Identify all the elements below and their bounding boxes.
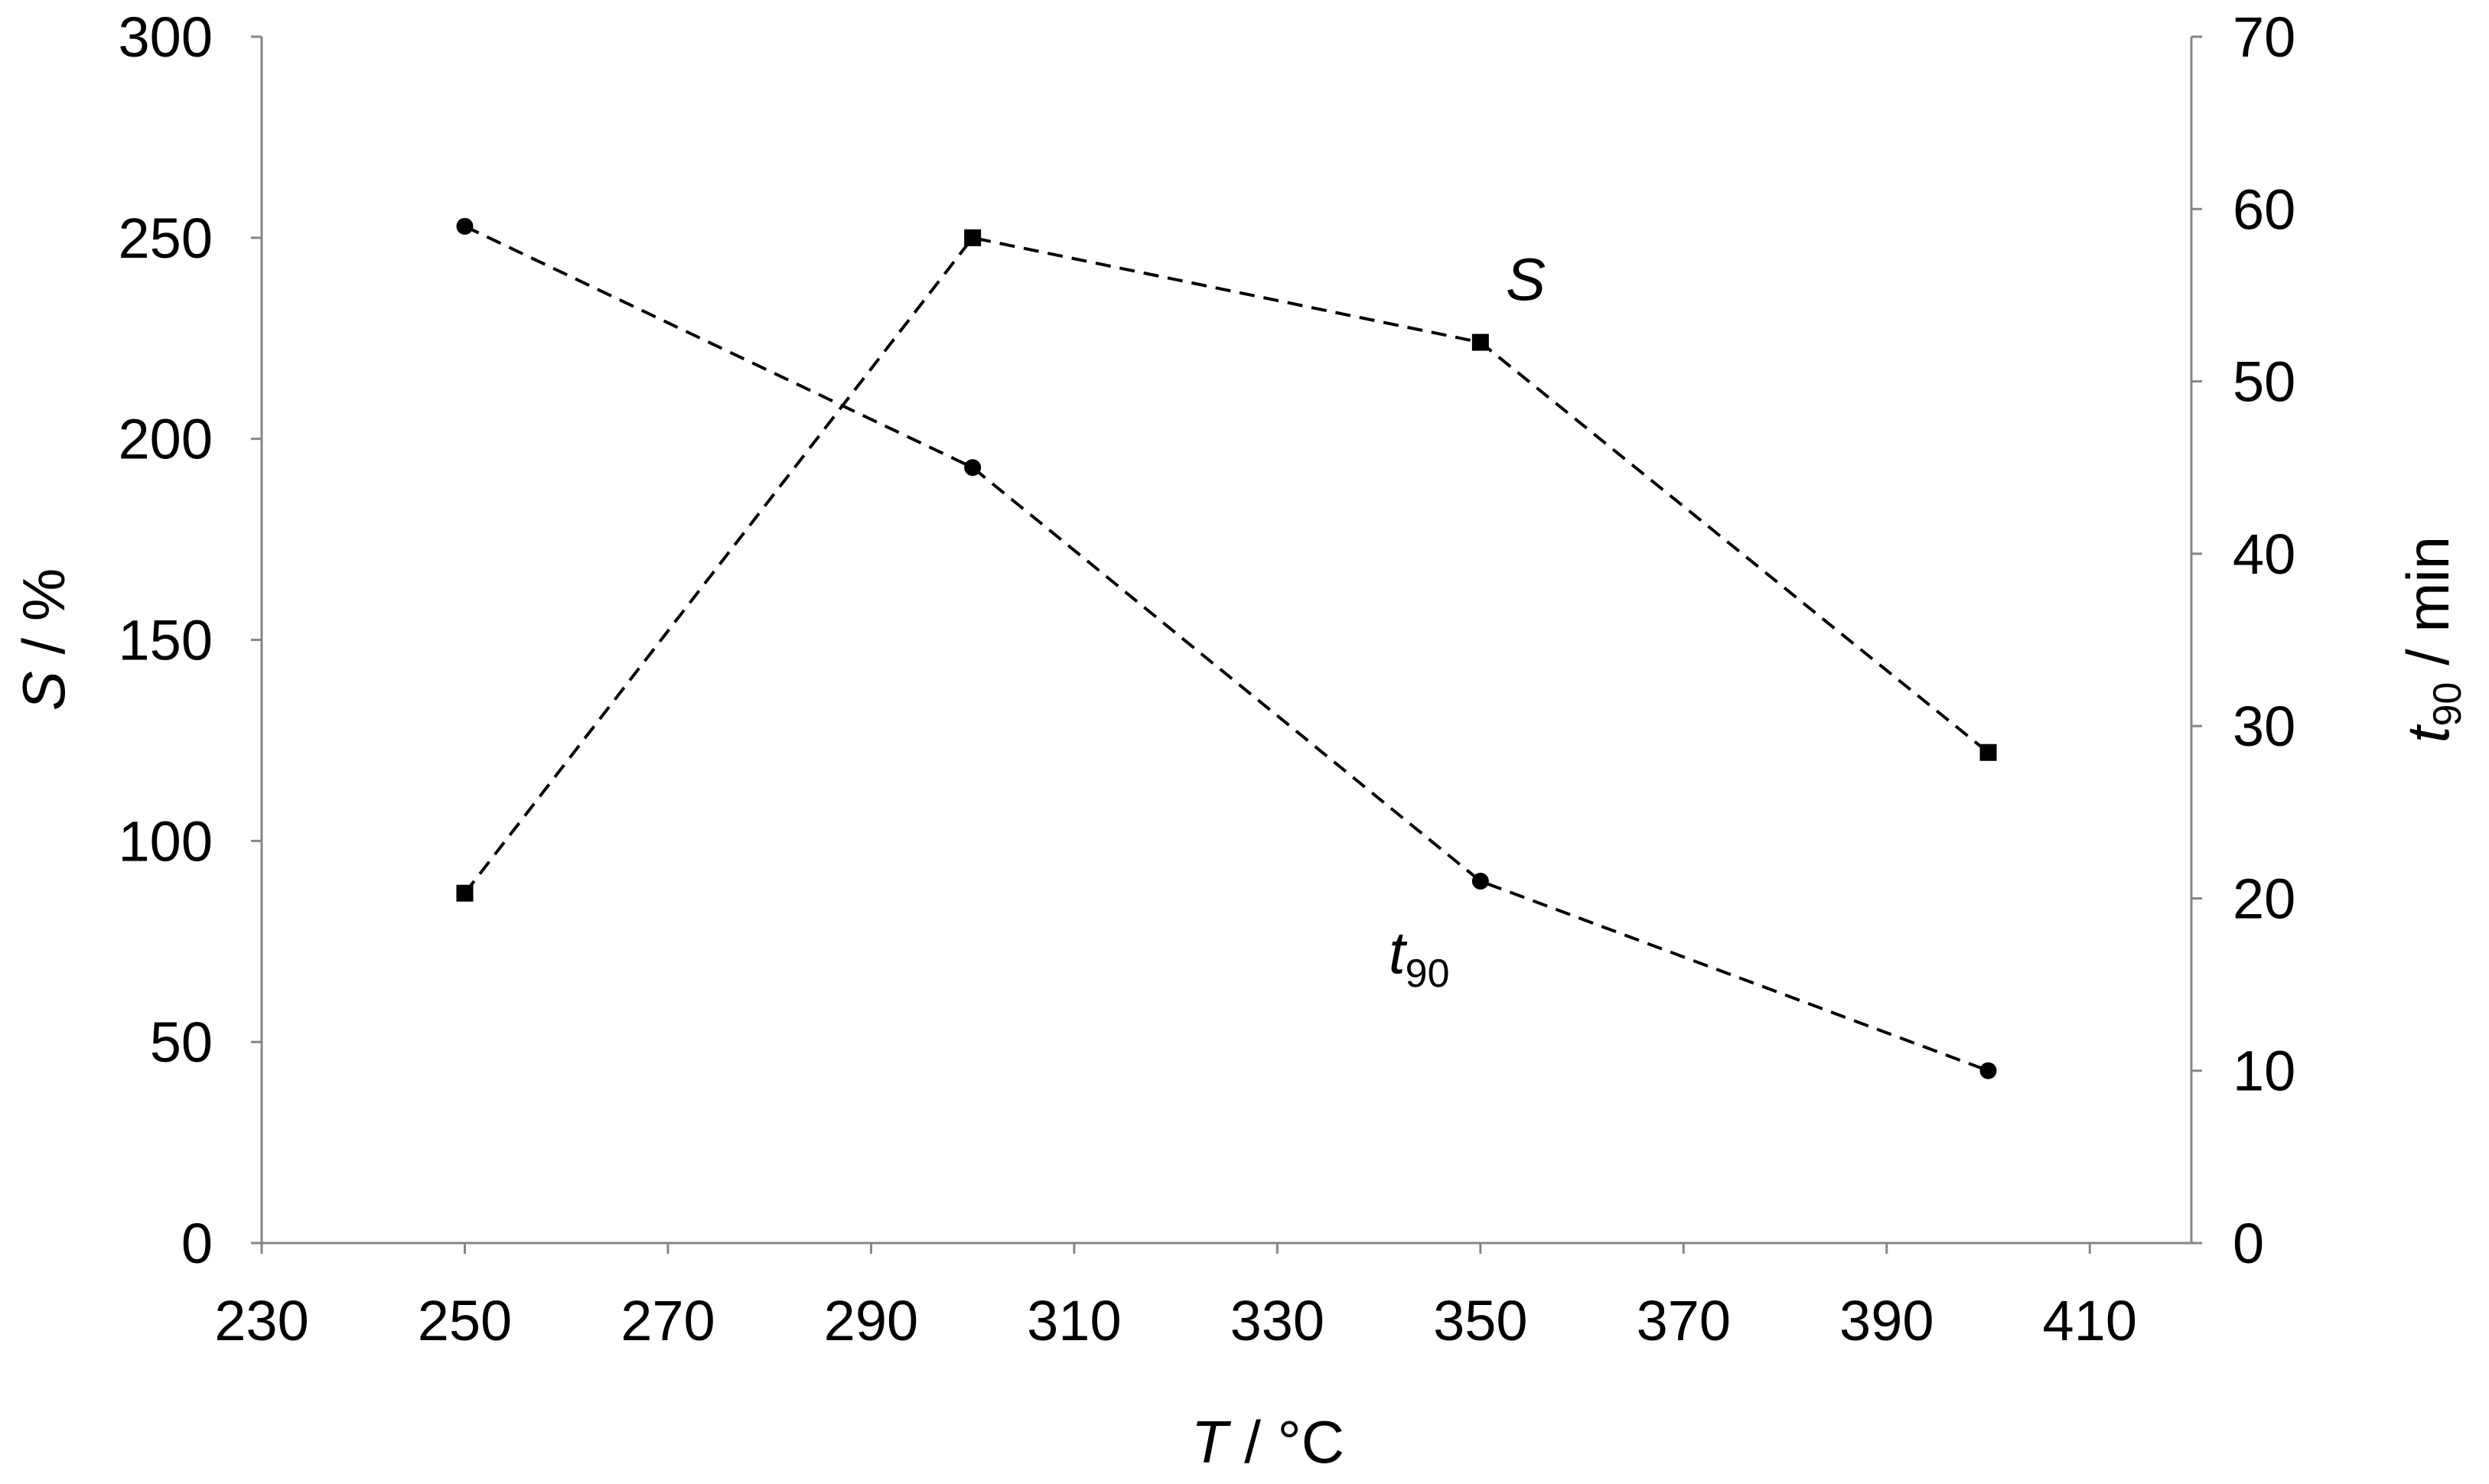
data-point-s [964,229,982,246]
series-line-s [463,236,1989,894]
x-ticks: 230 250 270 290 310 330 350 370 390 410 [214,1243,2137,1352]
x-tick-label: 310 [1027,1289,1121,1352]
left-y-axis-title: S / % [10,568,77,711]
right-y-ticks: 0 10 20 30 40 50 60 70 [2191,5,2295,1275]
right-y-tick-label: 30 [2233,695,2295,758]
axes [260,37,2193,1245]
x-tick-label: 370 [1637,1289,1731,1352]
left-y-tick-label: 100 [119,809,213,873]
x-tick-label: 270 [621,1289,715,1352]
data-point-t90 [964,459,982,477]
data-point-t90 [1979,1062,1997,1079]
right-y-tick-label: 20 [2233,867,2295,930]
left-y-tick-label: 200 [119,408,213,471]
x-tick-label: 390 [1839,1289,1934,1352]
left-y-tick-label: 50 [150,1010,213,1074]
x-tick-label: 350 [1433,1289,1527,1352]
data-point-s [456,884,474,902]
left-y-tick-label: 250 [119,207,213,270]
x-tick-label: 330 [1230,1289,1324,1352]
right-y-axis-title: t90 / min [2394,536,2470,743]
right-y-tick-label: 60 [2233,177,2295,241]
x-tick-label: 290 [824,1289,918,1352]
x-tick-label: 230 [214,1289,308,1352]
left-y-ticks: 0 50 100 150 200 250 300 [119,5,262,1275]
left-y-tick-label: 300 [119,5,213,69]
series-line-t90 [464,225,1989,1072]
right-y-tick-label: 10 [2233,1040,2295,1103]
data-point-s [1979,744,1997,761]
right-y-tick-label: 50 [2233,350,2295,414]
annotation-s: S [1506,246,1546,313]
data-point-s [1471,334,1489,351]
x-tick-label: 250 [418,1289,512,1352]
series-layer [456,217,1997,1079]
x-tick-label: 410 [2043,1289,2137,1352]
x-axis-title: T / °C [1191,1408,1344,1476]
data-point-t90 [1471,872,1489,890]
right-y-tick-label: 40 [2233,522,2295,586]
left-y-tick-label: 150 [119,609,213,672]
left-y-tick-label: 0 [181,1212,213,1275]
right-y-tick-label: 70 [2233,5,2295,69]
annotation-t90: t90 [1389,919,1450,996]
data-point-t90 [456,217,474,235]
right-y-tick-label: 0 [2233,1212,2264,1275]
